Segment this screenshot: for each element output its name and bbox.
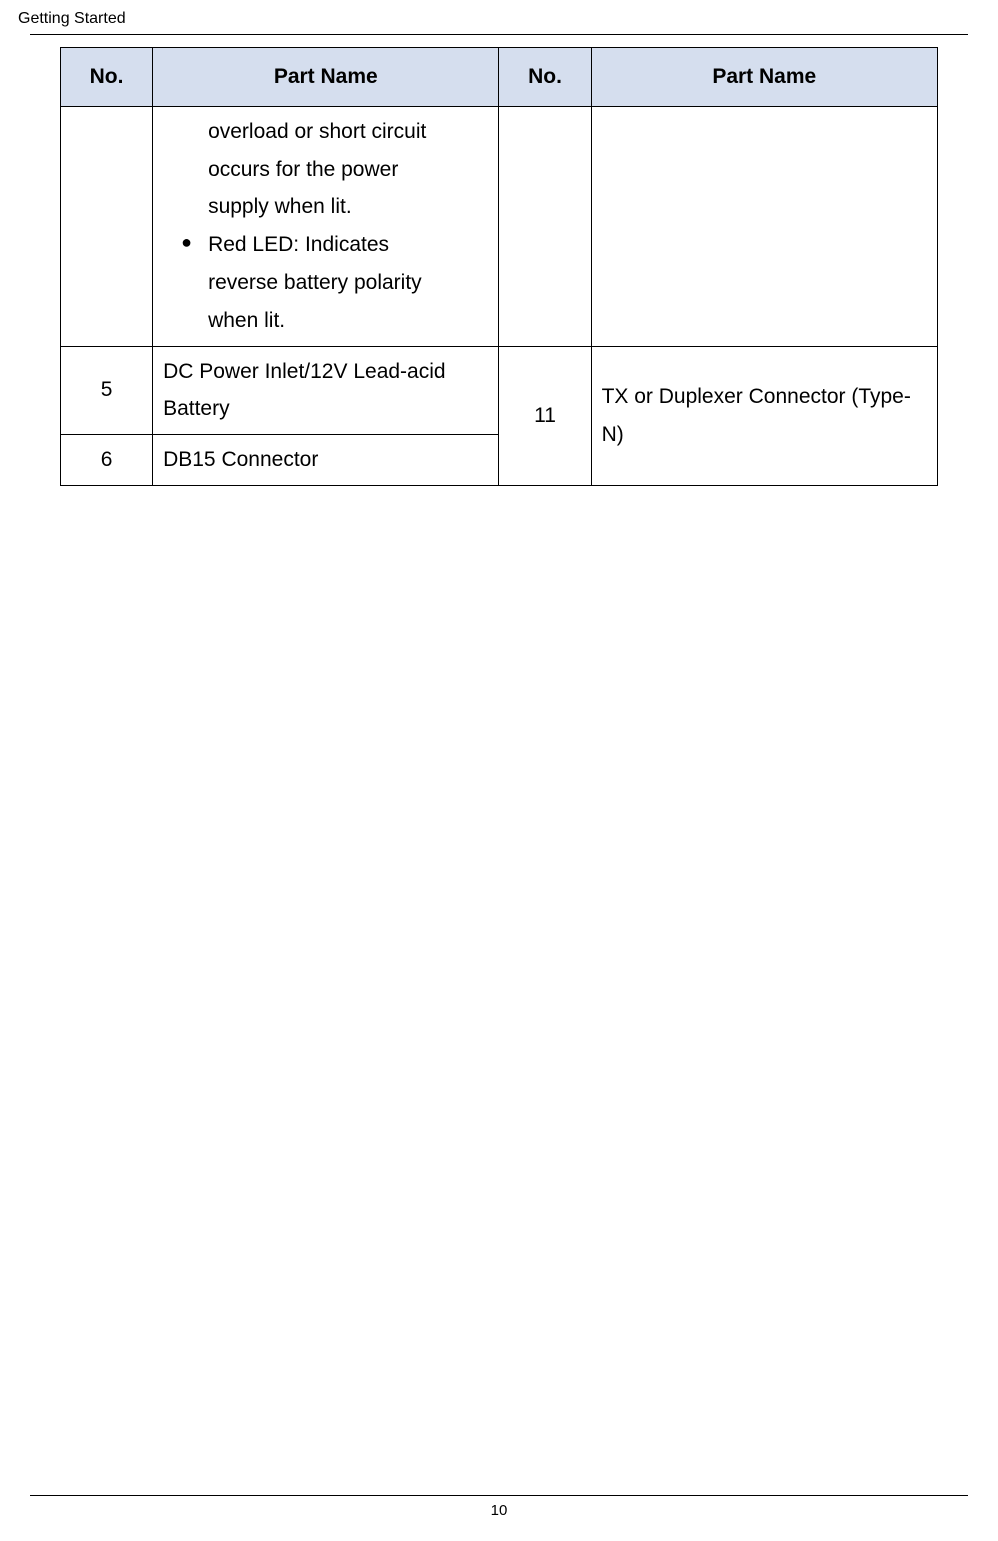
footer-rule bbox=[30, 1495, 968, 1496]
bullet-item: Red LED: Indicates reverse battery polar… bbox=[181, 226, 488, 339]
page-footer: 10 bbox=[0, 1495, 998, 1519]
header-rule bbox=[30, 34, 968, 35]
cont-line: supply when lit. bbox=[208, 195, 352, 218]
cell-empty-name-right bbox=[591, 106, 937, 346]
col-no-1: No. bbox=[61, 48, 153, 107]
cell-empty-no bbox=[61, 106, 153, 346]
bullet-line: reverse battery polarity bbox=[208, 271, 422, 294]
bullet-line: when lit. bbox=[208, 309, 285, 332]
table-row: overload or short circuit occurs for the… bbox=[61, 106, 938, 346]
cell-no-5: 5 bbox=[61, 346, 153, 435]
cell-no-11: 11 bbox=[499, 346, 591, 485]
cell-no-6: 6 bbox=[61, 435, 153, 486]
parts-table: No. Part Name No. Part Name overload or … bbox=[60, 47, 938, 486]
page-number: 10 bbox=[0, 1502, 998, 1519]
table-row: 5 DC Power Inlet/12V Lead-acid Battery 1… bbox=[61, 346, 938, 435]
col-part-1: Part Name bbox=[153, 48, 499, 107]
cell-continuation: overload or short circuit occurs for the… bbox=[153, 106, 499, 346]
continuation-text: overload or short circuit occurs for the… bbox=[163, 113, 488, 226]
bullet-list: Red LED: Indicates reverse battery polar… bbox=[163, 226, 488, 339]
cell-name-5: DC Power Inlet/12V Lead-acid Battery bbox=[153, 346, 499, 435]
page-header: Getting Started bbox=[0, 0, 998, 28]
section-title: Getting Started bbox=[18, 10, 126, 27]
bullet-line: Red LED: Indicates bbox=[208, 233, 389, 256]
table-header-row: No. Part Name No. Part Name bbox=[61, 48, 938, 107]
cell-name-11: TX or Duplexer Connector (Type-N) bbox=[591, 346, 937, 485]
parts-table-container: No. Part Name No. Part Name overload or … bbox=[60, 47, 938, 486]
cont-line: occurs for the power bbox=[208, 158, 398, 181]
cell-name-6: DB15 Connector bbox=[153, 435, 499, 486]
cont-line: overload or short circuit bbox=[208, 120, 426, 143]
col-no-2: No. bbox=[499, 48, 591, 107]
col-part-2: Part Name bbox=[591, 48, 937, 107]
cell-empty-no-right bbox=[499, 106, 591, 346]
